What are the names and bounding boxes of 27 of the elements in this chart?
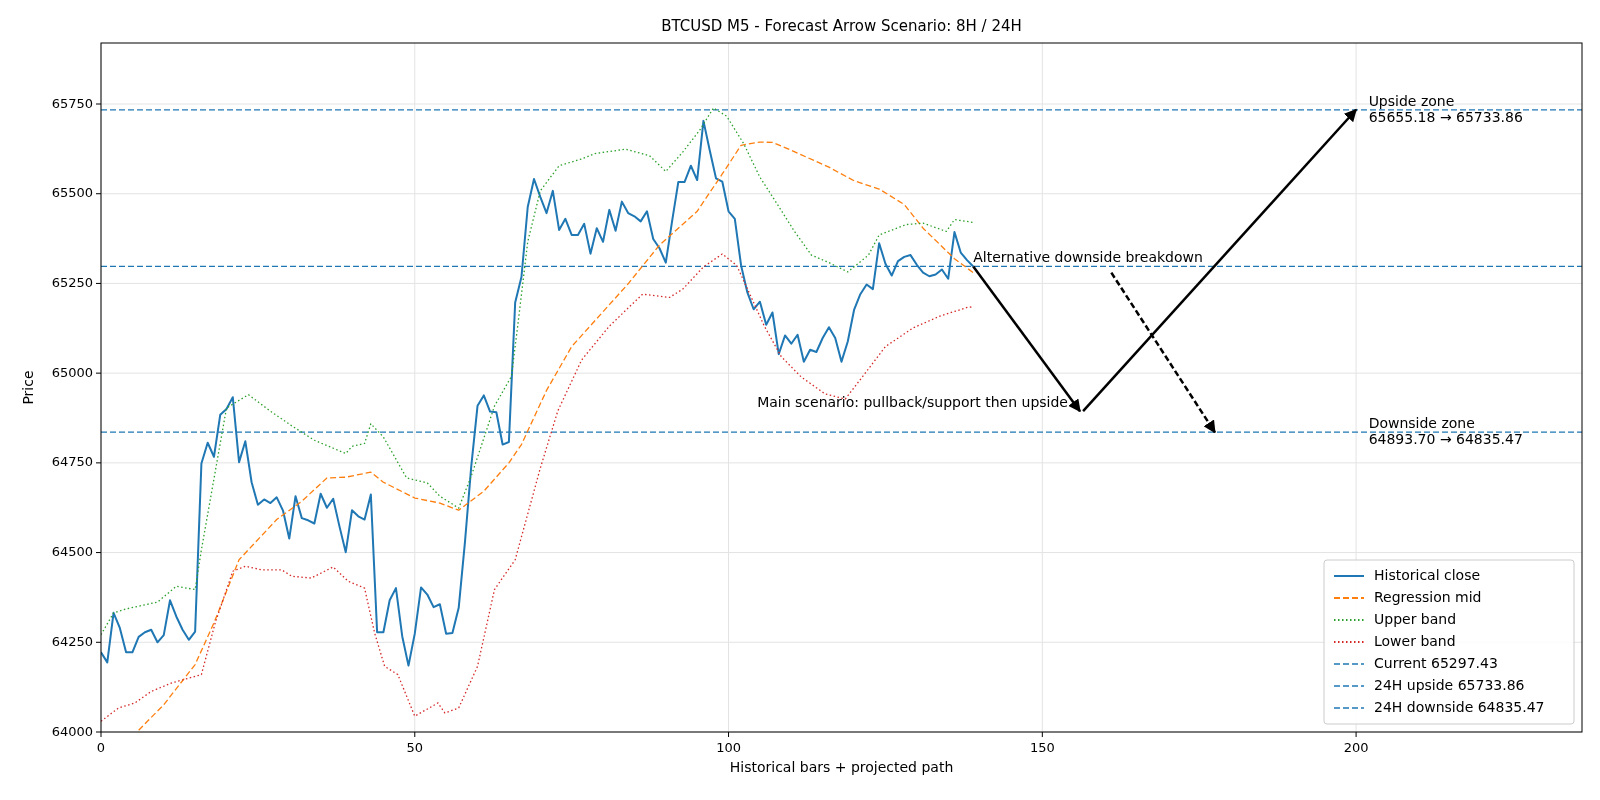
y-tick-label: 64000 <box>51 723 93 739</box>
legend-label: 24H downside 64835.47 <box>1374 699 1545 715</box>
x-tick-label: 150 <box>1029 740 1055 755</box>
annotation: Upside zone 65655.18 → 65733.86 <box>1368 92 1523 125</box>
annotation: Alternative downside breakdown <box>973 249 1203 266</box>
legend-label: Regression mid <box>1374 589 1482 605</box>
y-tick-label: 64750 <box>51 454 93 470</box>
x-axis-title: Historical bars + projected path <box>729 759 954 775</box>
x-tick-label: 50 <box>406 740 424 755</box>
legend-label: Historical close <box>1374 567 1481 583</box>
y-tick-label: 65500 <box>51 185 93 201</box>
legend-label: Upper band <box>1374 611 1457 627</box>
y-tick-label: 65000 <box>51 364 93 380</box>
chart-title: BTCUSD M5 - Forecast Arrow Scenario: 8H / 24H <box>661 17 1022 35</box>
y-tick-label: 64500 <box>51 544 93 560</box>
y-axis-title: Price <box>20 370 36 405</box>
y-tick-label: 64250 <box>51 633 93 649</box>
y-tick-label: 65750 <box>51 95 93 111</box>
legend-label: Lower band <box>1374 633 1456 649</box>
x-tick-label: 100 <box>716 740 741 755</box>
y-tick-label: 65250 <box>51 274 93 290</box>
annotation: Downside zone 64893.70 → 64835.47 <box>1368 415 1523 448</box>
legend-label: Current 65297.43 <box>1374 655 1498 671</box>
annotation: Main scenario: pullback/support then upside <box>757 394 1068 411</box>
legend-label: 24H upside 65733.86 <box>1374 677 1525 693</box>
x-tick-label: 200 <box>1343 740 1369 755</box>
x-tick-label: 0 <box>96 740 106 755</box>
